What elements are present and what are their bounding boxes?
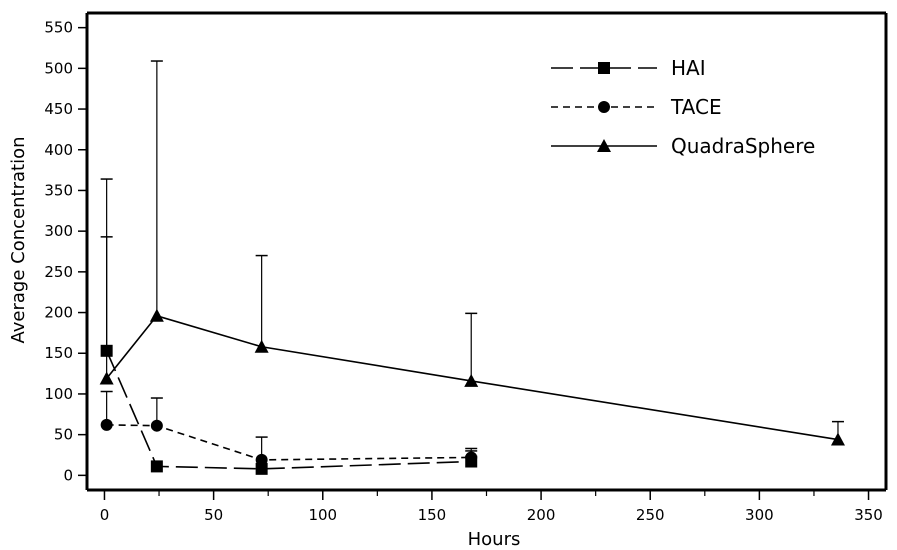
y-tick-label: 100	[44, 385, 73, 403]
x-axis-ticks: 0 50 100 150 200 250 300 350	[100, 490, 883, 524]
legend-tace-marker	[598, 101, 610, 113]
y-axis-ticks: 0 50 100 150 200 250 300 350 400 450 500 550	[44, 19, 87, 484]
quadrasphere-data-point	[464, 373, 479, 387]
error-bars	[100, 60, 844, 462]
hai-data-point	[100, 344, 113, 357]
tace-data-point	[465, 451, 478, 464]
x-axis-label: Hours	[468, 529, 521, 550]
quadrasphere-data-point	[254, 339, 269, 353]
hai-data-point	[255, 462, 268, 475]
hai-data-point	[150, 460, 163, 473]
y-tick-label: 50	[54, 426, 73, 444]
y-tick-label: 250	[44, 263, 73, 281]
y-tick-label: 450	[44, 100, 73, 118]
y-tick-label: 400	[44, 141, 73, 159]
y-tick-label: 200	[44, 304, 73, 322]
y-tick-label: 300	[44, 222, 73, 240]
plot-frame	[85, 11, 888, 492]
y-tick-label: 350	[44, 181, 73, 199]
tace-data-point	[100, 418, 113, 431]
x-tick-label: 350	[854, 506, 883, 524]
legend: HAI TACE QuadraSphere	[551, 56, 815, 158]
x-tick-label: 300	[745, 506, 774, 524]
legend-hai-marker	[598, 62, 610, 74]
legend-quadrasphere-label: QuadraSphere	[671, 134, 815, 158]
x-tick-label: 0	[100, 506, 110, 524]
series-markers	[99, 308, 845, 475]
x-tick-label: 100	[308, 506, 337, 524]
tace-series-line	[106, 424, 472, 461]
y-axis-label: Average Concentration	[8, 137, 29, 344]
y-tick-label: 150	[44, 344, 73, 362]
legend-quadrasphere-marker	[597, 139, 611, 152]
y-tick-label: 500	[44, 59, 73, 77]
quadrasphere-data-point	[830, 432, 845, 446]
x-tick-label: 200	[527, 506, 556, 524]
legend-tace-label: TACE	[670, 95, 722, 119]
hai-series-line	[105, 350, 472, 470]
legend-hai-label: HAI	[671, 56, 706, 80]
x-tick-label: 250	[636, 506, 665, 524]
tace-data-point	[255, 453, 268, 466]
quadrasphere-data-point	[99, 371, 114, 385]
series-lines	[105, 314, 839, 470]
y-tick-label: 0	[63, 466, 73, 484]
y-tick-label: 550	[44, 19, 73, 37]
quadrasphere-data-point	[149, 308, 164, 322]
tace-data-point	[150, 419, 163, 432]
x-tick-label: 150	[418, 506, 447, 524]
x-tick-label: 50	[204, 506, 223, 524]
